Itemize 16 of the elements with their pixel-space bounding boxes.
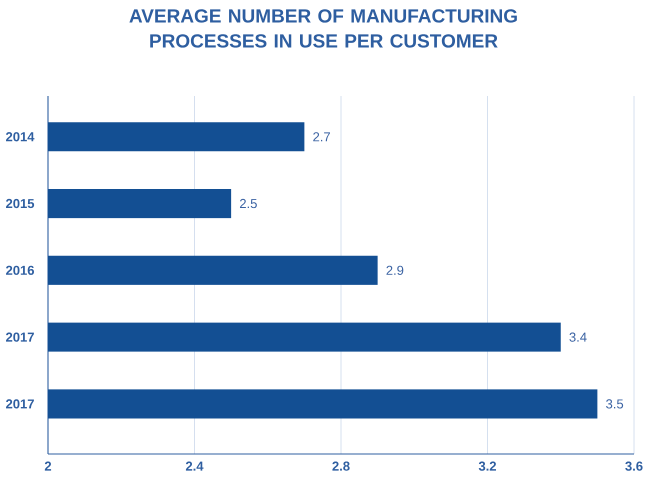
y-tick-label: 2017 xyxy=(6,399,34,409)
x-tick-label: 3.6 xyxy=(625,462,643,471)
data-label: 2.5 xyxy=(240,198,257,208)
y-tick-label: 2016 xyxy=(6,266,34,275)
y-tick-label: 2014 xyxy=(6,132,34,142)
chart-title: AVERAGE NUMBER OF MANUFACTURING PROCESSES IN USE PER CUSTOMER xyxy=(129,9,517,48)
y-tick-label: 2017 xyxy=(6,332,34,342)
y-tick-label: 2015 xyxy=(6,198,34,208)
x-tick-label: 2.4 xyxy=(186,462,204,471)
x-tick-label: 3.2 xyxy=(478,462,496,471)
data-label: 3.4 xyxy=(569,332,587,342)
x-tick-label: 2.8 xyxy=(332,462,350,471)
data-label: 3.5 xyxy=(606,399,624,409)
data-label: 2.7 xyxy=(313,132,330,142)
x-tick-label: 2 xyxy=(44,462,52,471)
data-label: 2.9 xyxy=(386,266,404,275)
